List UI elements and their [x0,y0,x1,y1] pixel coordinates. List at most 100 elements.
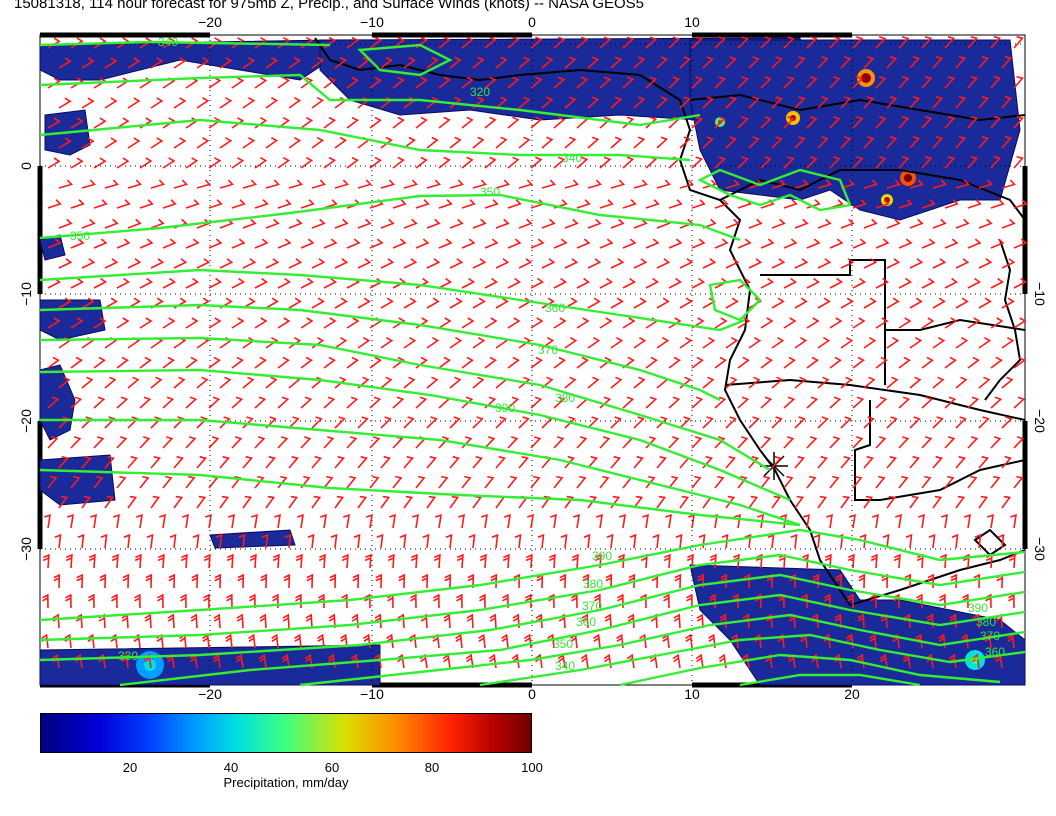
wind-barb [364,553,372,569]
wind-barb [507,436,519,449]
wind-barb [829,277,844,289]
wind-barb [42,553,50,569]
wind-barb [806,356,819,369]
wind-barb [599,156,612,169]
wind-barb [461,36,474,49]
wind-barb [553,396,566,409]
wind-barb [237,573,245,589]
wind-barb [656,179,671,189]
wind-barb [525,593,532,609]
wind-barb [398,573,406,589]
wind-barb [645,116,658,129]
wind-barb [507,238,522,249]
wind-barb [104,455,115,469]
wind-barb [909,96,921,109]
wind-barb [852,317,866,329]
wind-barb [438,199,453,209]
wind-barb [162,396,175,409]
wind-barb [967,396,980,409]
wind-barb [219,258,234,269]
wind-barb [1001,179,1016,189]
wind-barb [70,37,84,49]
wind-barb [564,258,579,269]
wind-barb [145,573,153,589]
wind-barb [392,356,405,369]
wind-barb [116,157,130,169]
wind-barb [479,593,486,609]
wind-barb [369,475,380,489]
wind-barb [111,553,119,569]
wind-barb [748,96,760,109]
wind-barb [346,317,360,329]
wind-barb [1001,218,1016,229]
wind-barb [955,455,966,469]
wind-barb [518,179,533,189]
wind-barb [162,157,176,169]
wind-barb [472,218,487,229]
wind-barb [392,76,405,89]
wind-barb [633,495,644,509]
wind-barb [162,277,177,289]
wind-barb [260,573,268,589]
wind-barb [518,376,531,389]
wind-barb [760,436,772,449]
wind-barb [472,376,485,389]
wind-barb [587,258,602,269]
wind-barb [504,514,511,529]
wind-barb [852,156,864,169]
wind-barb [180,553,188,569]
wind-barb [587,336,601,349]
wind-barb [553,356,566,369]
wind-barb [104,57,118,69]
wind-barb [645,238,660,249]
wind-barb [909,258,924,269]
wind-barb [484,36,497,49]
wind-barb [162,436,174,449]
wind-barb [288,179,303,189]
wind-barb [748,376,761,389]
contour-label: 370 [538,343,558,357]
wind-barb [104,376,117,389]
wind-barb [829,356,842,369]
wind-barb [81,97,95,109]
wind-barb [967,436,979,449]
wind-barb [530,238,545,249]
wind-barb [806,238,821,249]
wind-barb [714,156,726,169]
wind-barb [955,136,967,149]
wind-barb [334,136,348,149]
wind-barb [668,436,680,449]
wind-barb [369,396,382,409]
wind-barb [691,277,706,289]
wind-barb [576,356,589,369]
wind-barb [212,653,221,669]
wind-barb [484,238,499,249]
wind-barb [990,475,1001,489]
wind-barb [806,396,819,409]
wind-barb [909,376,922,389]
wind-barb [852,436,864,449]
wind-barb [467,573,475,589]
wind-barb [507,116,520,129]
wind-barb [297,514,304,529]
wind-barb [507,277,522,289]
wind-barb [127,376,140,389]
wind-barb [219,376,232,389]
wind-barb [93,277,108,289]
wind-barb [714,436,726,449]
wind-barb [449,56,462,69]
wind-barb [679,336,693,349]
wind-barb [403,179,418,189]
wind-barb [610,96,623,109]
wind-barb [185,277,200,289]
wind-barb [392,238,407,249]
wind-barb [714,396,727,409]
wind-barb [318,593,325,609]
wind-barb [162,37,176,49]
wind-barb [346,436,358,449]
wind-barb [426,96,439,109]
wind-barb [438,356,451,369]
wind-barb [461,238,476,249]
wind-barb [748,336,762,349]
wind-barb [744,533,752,549]
